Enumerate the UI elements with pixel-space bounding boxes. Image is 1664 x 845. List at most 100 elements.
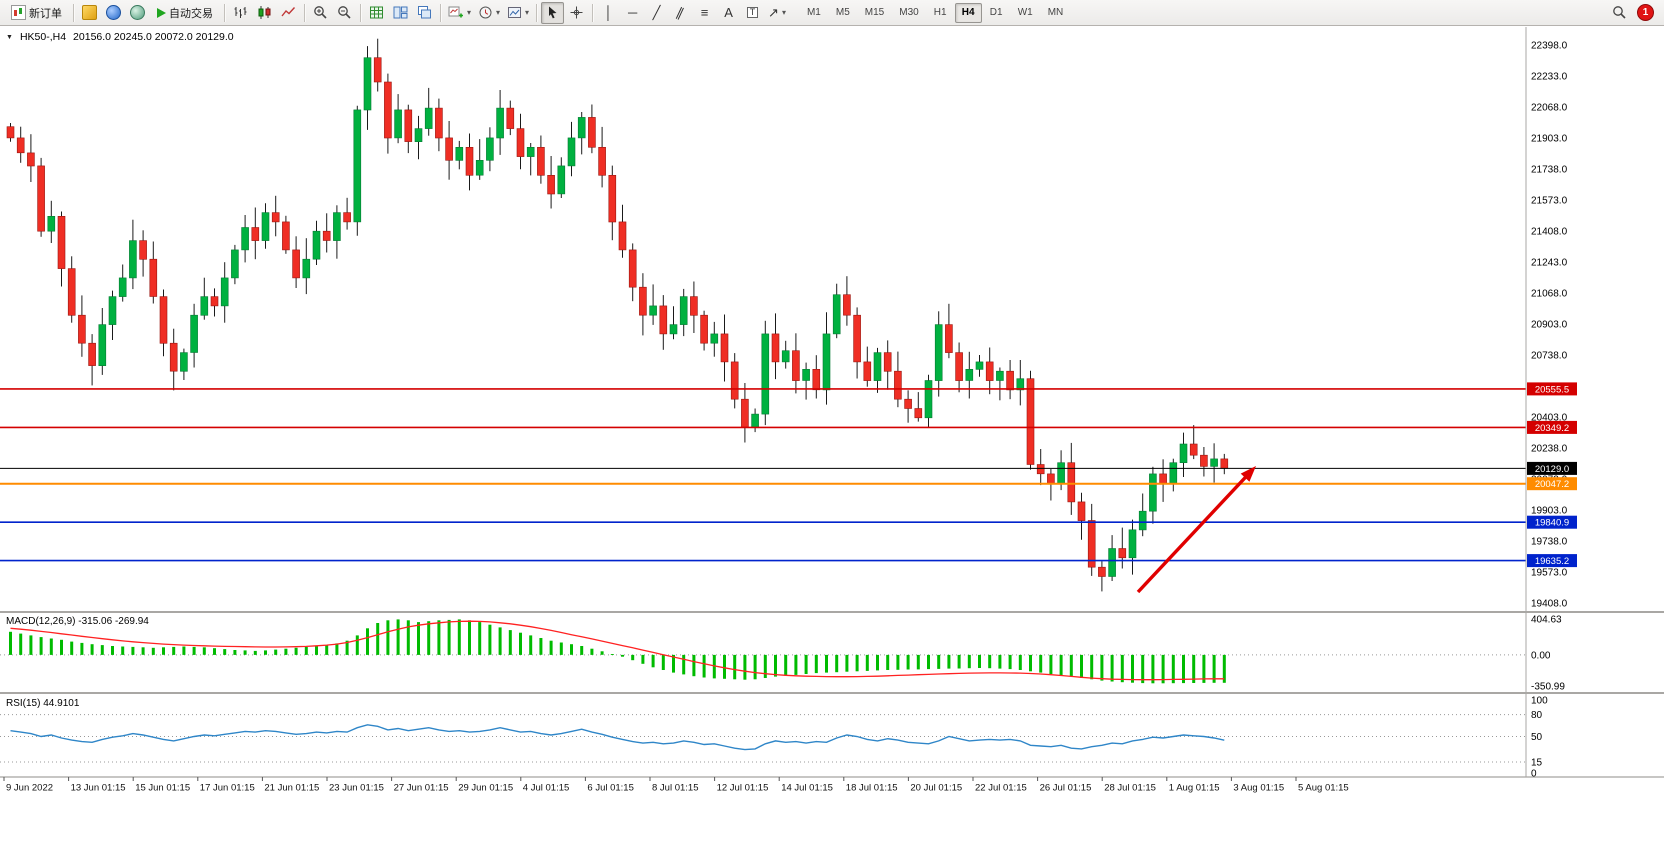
candle-body — [333, 212, 341, 241]
timeframe-m30-button[interactable]: M30 — [892, 3, 925, 23]
cascade-windows-button[interactable] — [413, 2, 436, 24]
toolbar-separator — [73, 3, 74, 22]
candle-body — [802, 368, 810, 381]
tile-windows-button[interactable] — [389, 2, 412, 24]
candle-body — [445, 137, 453, 161]
toolbar-right-group: 1 — [1608, 2, 1654, 24]
horizontal-line-icon: ─ — [627, 5, 638, 20]
line-chart-mode-button[interactable] — [277, 2, 300, 24]
candle-body — [537, 147, 545, 176]
candle-body — [669, 324, 678, 335]
price-tick-label: 21903.0 — [1531, 134, 1568, 145]
candle-body — [200, 296, 209, 316]
fibonacci-tool-button[interactable]: ≡ — [693, 2, 716, 24]
timeframe-m15-button[interactable]: M15 — [858, 3, 891, 23]
candle-body — [1047, 473, 1055, 484]
zoom-out-button[interactable] — [333, 2, 356, 24]
candle-body — [231, 249, 239, 279]
search-button[interactable] — [1608, 2, 1631, 24]
trendline-tool-button[interactable]: ╱ — [645, 2, 668, 24]
terminal-button[interactable] — [126, 2, 149, 24]
candle-body — [343, 212, 351, 223]
candlestick-mode-button[interactable] — [253, 2, 276, 24]
price-badge: 19635.2 — [1527, 554, 1577, 568]
vertical-line-icon: │ — [604, 5, 613, 20]
candle-body — [1220, 458, 1229, 469]
candle-body — [883, 352, 892, 372]
timeframe-h4-button[interactable]: H4 — [954, 2, 982, 23]
crosshair-tool-button[interactable] — [565, 2, 588, 24]
time-axis-label: 1 Aug 01:15 — [1169, 783, 1220, 794]
price-badge: 20349.2 — [1527, 420, 1577, 434]
time-axis-label: 9 Jun 2022 — [6, 783, 53, 794]
candle-body — [37, 165, 45, 232]
candle-body — [108, 296, 117, 325]
shapes-tool-button[interactable]: ↗ ▾ — [765, 2, 789, 24]
line-chart-icon — [281, 7, 296, 17]
new-order-button[interactable]: 新订单 — [4, 2, 69, 24]
candle-body — [322, 230, 331, 241]
candle-body — [873, 352, 882, 381]
candle-body — [720, 333, 729, 363]
search-icon — [1613, 6, 1626, 19]
candle-body — [1026, 378, 1035, 465]
macd-scale[interactable]: 404.63 0.00 -350.99 — [1531, 615, 1565, 693]
time-axis-label: 14 Jul 01:15 — [781, 783, 833, 794]
chart-image-button[interactable]: ▾ — [504, 2, 532, 24]
profiles-button[interactable]: ▾ — [475, 2, 503, 24]
rsi-scale[interactable]: 100 80 50 150 — [1531, 696, 1548, 780]
notification-badge[interactable]: 1 — [1637, 4, 1654, 21]
candle-body — [47, 216, 56, 232]
candle-body — [88, 342, 96, 366]
price-scale[interactable]: 22398.0 22233.0 22068.0 21903.0 21738.0 21573… — [1531, 41, 1568, 610]
timeframe-group: M1 M5 M15 M30 H1 H4 D1 W1 MN — [800, 2, 1071, 23]
grid-button[interactable] — [365, 2, 388, 24]
vertical-line-tool-button[interactable]: │ — [597, 2, 620, 24]
candle-body — [312, 230, 321, 260]
candle-body — [506, 107, 515, 129]
candle-body — [6, 126, 15, 139]
horizontal-line-tool-button[interactable]: ─ — [621, 2, 644, 24]
collapse-panel-icon[interactable]: ▼ — [6, 33, 13, 41]
zoom-in-button[interactable] — [309, 2, 332, 24]
label-tool-button[interactable]: T — [741, 2, 764, 24]
market-watch-icon — [82, 5, 97, 20]
candle-body — [526, 147, 535, 157]
candles — [6, 38, 1229, 592]
bar-chart-mode-button[interactable] — [229, 2, 252, 24]
timeframe-m1-button[interactable]: M1 — [800, 3, 828, 23]
price-tick-label: 21408.0 — [1531, 227, 1568, 238]
candle-body — [730, 361, 739, 400]
timeframe-m5-button[interactable]: M5 — [829, 3, 857, 23]
text-tool-button[interactable]: A — [717, 2, 740, 24]
candle-body — [945, 324, 953, 353]
caret-down-icon: ▾ — [781, 7, 786, 17]
candle-body — [659, 305, 668, 335]
price-tick-label: 19573.0 — [1531, 568, 1568, 579]
new-chart-icon — [448, 6, 463, 18]
market-watch-button[interactable] — [78, 2, 101, 24]
timeframe-d1-button[interactable]: D1 — [983, 3, 1010, 23]
cursor-tool-button[interactable] — [541, 1, 565, 24]
timeframe-h1-button[interactable]: H1 — [927, 3, 954, 23]
candle-body — [1057, 462, 1065, 484]
candle-body — [486, 137, 494, 161]
candle-body — [149, 258, 158, 297]
autotrading-button[interactable]: 自动交易 — [150, 2, 220, 24]
timeframe-w1-button[interactable]: W1 — [1011, 3, 1040, 23]
svg-text:20129.0: 20129.0 — [1535, 464, 1569, 475]
time-scale[interactable]: 9 Jun 2022 13 Jun 01:15 15 Jun 01:15 17 Jun… — [3, 777, 1349, 794]
trend-arrow[interactable] — [1136, 466, 1256, 594]
chart-symbol-header: ▼ HK50-,H4 20156.0 20245.0 20072.0 20129… — [6, 31, 234, 43]
toolbar-separator — [224, 3, 225, 22]
candle-body — [363, 57, 372, 111]
metaeditor-button[interactable] — [102, 2, 125, 24]
time-axis-label: 5 Aug 01:15 — [1298, 783, 1349, 794]
time-axis-label: 20 Jul 01:15 — [910, 783, 962, 794]
candle-body — [649, 305, 657, 316]
new-chart-button[interactable]: ▾ — [445, 2, 474, 24]
timeframe-mn-button[interactable]: MN — [1041, 3, 1071, 23]
time-axis-label: 3 Aug 01:15 — [1233, 783, 1284, 794]
channel-tool-button[interactable]: ∥ — [669, 2, 692, 24]
